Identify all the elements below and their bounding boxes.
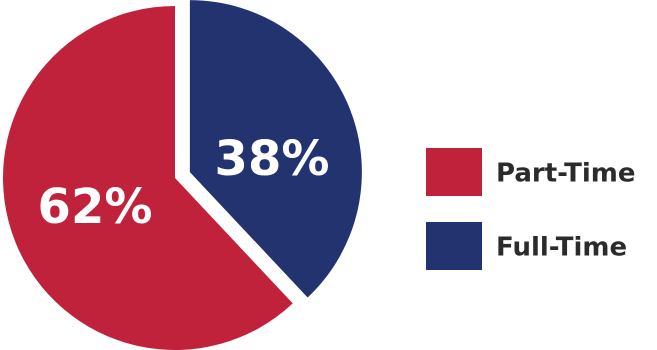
- pie-slices: [2, 0, 362, 350]
- pie-slice-part-time: [2, 6, 293, 350]
- pie-slice-full-time: [189, 0, 362, 298]
- slice-label-part-time: 62%: [38, 179, 153, 235]
- legend-label-full-time: Full-Time: [496, 233, 627, 263]
- legend-swatch-part-time: [426, 148, 482, 196]
- legend-swatch-full-time: [426, 222, 482, 270]
- pie-slice-labels: 62% 38%: [38, 131, 330, 235]
- slice-label-full-time: 38%: [215, 131, 330, 187]
- legend-label-part-time: Part-Time: [496, 159, 636, 189]
- legend: Part-Time Full-Time: [426, 148, 636, 270]
